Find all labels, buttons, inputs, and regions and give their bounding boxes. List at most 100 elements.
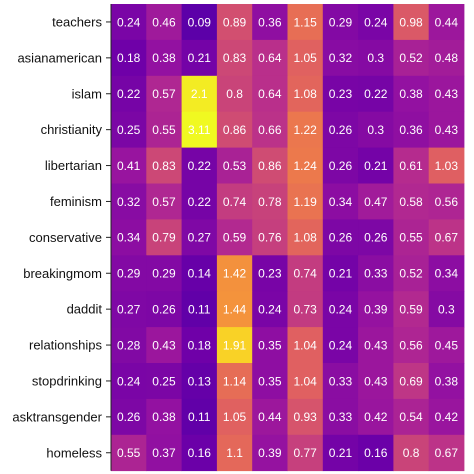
cell-value-label: 1.08 (293, 87, 317, 101)
heatmap-cell (146, 255, 182, 292)
cell-value-label: 0.55 (152, 123, 176, 137)
row-label: christianity (41, 122, 103, 137)
cell-value-label: 0.37 (152, 446, 176, 460)
cell-value-label: 0.66 (258, 123, 282, 137)
cell-value-label: 0.35 (258, 338, 282, 352)
heatmap-cell (181, 327, 218, 364)
cell-value-label: 0.64 (258, 51, 282, 65)
cell-value-label: 0.21 (188, 51, 212, 65)
cell-value-label: 0.23 (329, 87, 353, 101)
heatmap-cell (111, 219, 147, 256)
heatmap-cell (428, 183, 465, 220)
heatmap-cell (252, 434, 288, 472)
heatmap-cell (428, 398, 465, 436)
heatmap-cell (216, 291, 253, 328)
heatmap-cell (252, 255, 288, 292)
cell-value-label: 0.54 (399, 410, 423, 424)
heatmap-cell (393, 363, 430, 400)
row-label: asktransgender (12, 409, 102, 424)
row-label: teachers (52, 14, 102, 29)
heatmap-cell (393, 291, 430, 328)
heatmap-cell (322, 398, 359, 436)
heatmap-cell (358, 4, 394, 41)
row-label: asianamerican (17, 50, 102, 65)
cell-value-label: 0.24 (117, 374, 141, 388)
cell-value-label: 0.46 (152, 15, 176, 29)
heatmap-cell (111, 75, 147, 113)
row-label: stopdrinking (32, 373, 102, 388)
heatmap-cell (287, 434, 324, 472)
cell-value-label: 0.42 (435, 410, 459, 424)
heatmap-cell (393, 255, 430, 292)
cell-value-label: 0.14 (188, 267, 212, 281)
heatmap-cell (322, 291, 359, 328)
cell-value-label: 0.48 (435, 51, 459, 65)
heatmap-cell (322, 255, 359, 292)
cell-value-label: 0.59 (223, 231, 247, 245)
heatmap-cell (287, 398, 324, 436)
heatmap-cell (146, 219, 182, 256)
heatmap-cell (322, 39, 359, 77)
cell-value-label: 0.34 (117, 231, 141, 245)
heatmap-cell (111, 291, 147, 328)
cell-value-label: 0.52 (399, 267, 423, 281)
heatmap-cell (428, 291, 465, 328)
cell-value-label: 0.59 (399, 302, 423, 316)
heatmap-cell (322, 147, 359, 184)
heatmap-cell (252, 147, 288, 184)
heatmap-cell (393, 75, 430, 113)
cell-value-label: 0.38 (152, 410, 176, 424)
heatmap-cell (216, 39, 253, 77)
heatmap-cell (216, 219, 253, 256)
cell-value-label: 0.22 (188, 195, 212, 209)
cell-value-label: 0.33 (329, 374, 353, 388)
cell-value-label: 0.44 (435, 15, 459, 29)
heatmap-cell (252, 327, 288, 364)
heatmap-cell (287, 147, 324, 184)
cell-value-label: 0.35 (258, 374, 282, 388)
heatmap-cell (252, 75, 288, 113)
cell-value-label: 0.41 (117, 159, 141, 173)
cell-value-label: 0.69 (399, 374, 423, 388)
cell-value-label: 0.25 (152, 374, 176, 388)
heatmap-cell (252, 39, 288, 77)
heatmap-cell (111, 111, 147, 148)
cell-value-label: 0.32 (117, 195, 141, 209)
heatmap-cell (358, 219, 394, 256)
heatmap-cell (252, 398, 288, 436)
heatmap-cell (287, 111, 324, 148)
cell-value-label: 0.26 (329, 123, 353, 137)
cell-value-label: 0.24 (364, 15, 388, 29)
cell-value-label: 2.1 (191, 87, 208, 101)
cell-value-label: 0.26 (329, 231, 353, 245)
heatmap-cell (181, 291, 218, 328)
heatmap-cell (322, 75, 359, 113)
row-label: breakingmom (23, 266, 102, 281)
cell-value-label: 0.38 (399, 87, 423, 101)
heatmap-cell (181, 219, 218, 256)
cell-value-label: 0.61 (399, 159, 423, 173)
heatmap-cell (146, 363, 182, 400)
heatmap-cell (146, 111, 182, 148)
cell-value-label: 0.73 (293, 302, 317, 316)
heatmap-cell (146, 327, 182, 364)
cell-value-label: 0.33 (329, 410, 353, 424)
cell-value-label: 0.22 (364, 87, 388, 101)
cell-value-label: 0.16 (364, 446, 388, 460)
heatmap-cell (111, 183, 147, 220)
heatmap-cell (252, 363, 288, 400)
heatmap-cell (393, 147, 430, 184)
heatmap-cell (252, 219, 288, 256)
heatmap-cell (428, 327, 465, 364)
heatmap-cell (322, 183, 359, 220)
cell-value-label: 0.34 (329, 195, 353, 209)
heatmap-cell (393, 219, 430, 256)
heatmap-cell (146, 4, 182, 41)
heatmap-cell (216, 4, 253, 41)
heatmap-cell (252, 4, 288, 41)
cell-value-label: 0.78 (258, 195, 282, 209)
cell-value-label: 0.55 (399, 231, 423, 245)
heatmap-cell (287, 363, 324, 400)
heatmap-cell (428, 4, 465, 41)
